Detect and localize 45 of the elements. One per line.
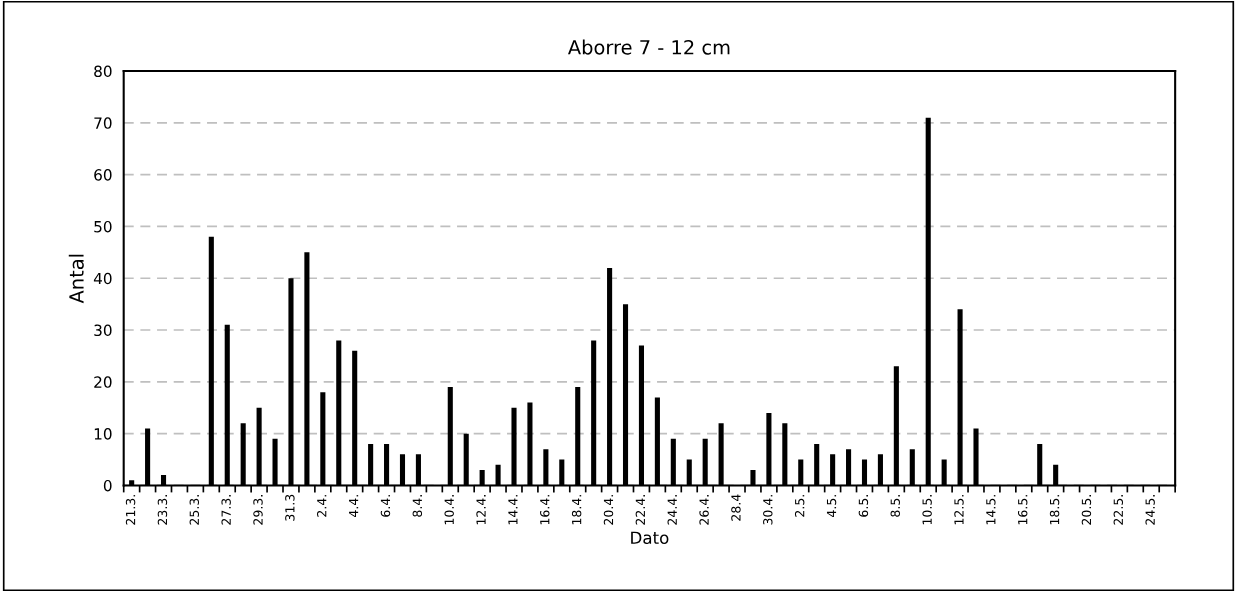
x-tick-label: 22.4. xyxy=(635,495,645,525)
x-tick-label: 28.4 xyxy=(731,494,741,521)
y-tick-label: 60 xyxy=(94,169,112,181)
x-tick-label: 6.4. xyxy=(380,495,391,517)
x-tick-label: 8.5. xyxy=(890,495,900,517)
x-tick-label: 22.5. xyxy=(1113,495,1124,525)
x-axis-title: Dato xyxy=(631,531,669,545)
x-tick-label: 25.3. xyxy=(189,495,200,525)
y-tick-label: 40 xyxy=(93,272,112,285)
x-tick-label: 20.4. xyxy=(603,495,614,525)
x-tick-label: 10.5. xyxy=(922,495,932,525)
x-tick-label: 16.5. xyxy=(1017,495,1028,525)
x-tick-label: 23.3. xyxy=(157,495,168,525)
x-tick-label: 6.5. xyxy=(858,495,869,517)
x-tick-label: 14.4. xyxy=(508,495,518,525)
y-tick-label: 70 xyxy=(94,117,112,129)
x-tick-label: 26.4. xyxy=(699,495,709,525)
y-axis-title: Antal xyxy=(68,254,84,304)
x-tick-label: 30.4. xyxy=(763,495,773,525)
x-tick-label: 12.4. xyxy=(476,495,486,525)
x-tick-label: 14.5. xyxy=(986,495,996,525)
x-tick-label: 24.4. xyxy=(667,495,677,525)
y-tick-label: 30 xyxy=(94,324,112,337)
y-tick-label: 10 xyxy=(94,428,112,440)
y-tick-label: 20 xyxy=(94,376,112,388)
x-tick-label: 24.5. xyxy=(1145,495,1155,525)
x-tick-label: 31.3 xyxy=(285,494,295,521)
x-tick-label: 20.5. xyxy=(1081,495,1092,525)
chart-title: Aborre 7 - 12 cm xyxy=(567,39,730,55)
x-tick-label: 12.5. xyxy=(954,495,964,525)
x-tick-label: 21.3. xyxy=(125,495,136,525)
x-tick-label: 8.4. xyxy=(412,495,423,517)
y-tick-label: 0 xyxy=(103,479,112,492)
x-tick-label: 27.3. xyxy=(221,495,231,525)
x-tick-label: 16.4. xyxy=(540,495,550,525)
x-tick-label: 29.3. xyxy=(253,495,263,525)
x-tick-label: 18.4. xyxy=(571,495,582,525)
y-tick-label: 80 xyxy=(94,65,112,78)
x-tick-label: 2.5. xyxy=(794,495,805,517)
x-tick-label: 18.5. xyxy=(1049,495,1060,525)
x-tick-label: 4.5. xyxy=(826,495,837,518)
x-tick-label: 10.4. xyxy=(444,495,454,525)
x-tick-label: 4.4. xyxy=(349,495,359,518)
y-tick-label: 50 xyxy=(94,220,112,233)
x-tick-label: 2.4. xyxy=(317,495,327,517)
